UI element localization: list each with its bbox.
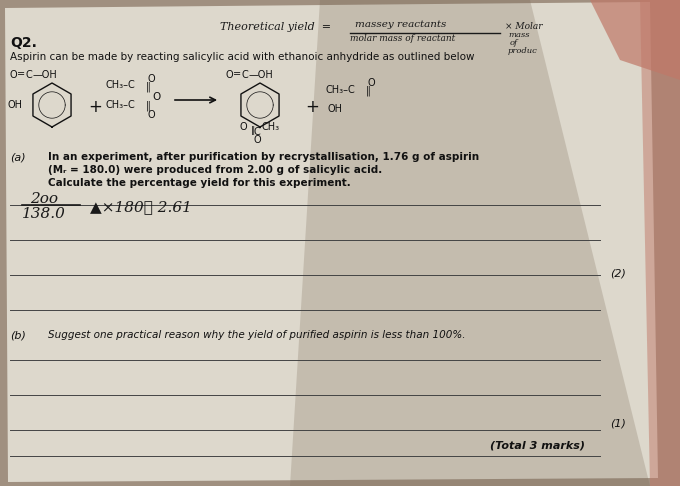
Text: +: + xyxy=(88,98,102,116)
Text: O: O xyxy=(148,74,156,84)
Text: In an experiment, after purification by recrystallisation, 1.76 g of aspirin: In an experiment, after purification by … xyxy=(48,152,479,162)
Text: produc: produc xyxy=(508,47,538,55)
Text: (Mᵣ = 180.0) were produced from 2.00 g of salicylic acid.: (Mᵣ = 180.0) were produced from 2.00 g o… xyxy=(48,165,382,175)
Text: ‖: ‖ xyxy=(146,100,151,110)
Text: =: = xyxy=(17,69,25,79)
Text: CH₃–C: CH₃–C xyxy=(105,80,135,90)
Text: +: + xyxy=(305,98,319,116)
Text: —OH: —OH xyxy=(249,70,274,80)
Text: ‖: ‖ xyxy=(366,86,371,97)
Text: 138.0: 138.0 xyxy=(22,207,66,221)
Text: Theoretical yield  =: Theoretical yield = xyxy=(220,22,331,32)
Text: of: of xyxy=(510,39,518,47)
Text: O: O xyxy=(10,70,18,80)
Text: (1): (1) xyxy=(610,418,626,428)
Text: ▲×180∶ 2.61: ▲×180∶ 2.61 xyxy=(90,200,192,214)
Polygon shape xyxy=(640,0,680,486)
Text: mass: mass xyxy=(508,31,530,39)
Polygon shape xyxy=(290,0,650,486)
Text: Aspirin can be made by reacting salicylic acid with ethanoic anhydride as outlin: Aspirin can be made by reacting salicyli… xyxy=(10,52,475,62)
Text: CH₃–C: CH₃–C xyxy=(105,100,135,110)
Text: O: O xyxy=(225,70,233,80)
Text: O: O xyxy=(240,122,248,132)
Text: molar mass of reactant: molar mass of reactant xyxy=(350,34,455,43)
Text: ‖: ‖ xyxy=(251,126,255,135)
Text: O: O xyxy=(253,135,260,145)
Text: O: O xyxy=(148,110,156,120)
Text: Calculate the percentage yield for this experiment.: Calculate the percentage yield for this … xyxy=(48,178,351,188)
Text: ‖: ‖ xyxy=(146,82,151,92)
Text: C: C xyxy=(242,70,249,80)
Text: CH₃: CH₃ xyxy=(261,122,279,132)
Text: 2​​​​​​​oo: 2​​​​​​​oo xyxy=(30,192,58,206)
Text: O: O xyxy=(152,92,160,102)
Text: Suggest one practical reason why the yield of purified aspirin is less than 100%: Suggest one practical reason why the yie… xyxy=(48,330,466,340)
Text: O: O xyxy=(368,78,375,88)
Text: C: C xyxy=(253,127,260,137)
Text: (a): (a) xyxy=(10,152,26,162)
Text: OH: OH xyxy=(8,100,23,110)
Text: C: C xyxy=(26,70,33,80)
Polygon shape xyxy=(5,2,658,482)
Text: —OH: —OH xyxy=(33,70,58,80)
Text: OH: OH xyxy=(328,104,343,114)
Text: =: = xyxy=(233,69,241,79)
Text: (2): (2) xyxy=(610,268,626,278)
Text: Q2.: Q2. xyxy=(10,36,37,50)
Text: (Total 3 marks): (Total 3 marks) xyxy=(490,440,585,450)
Text: massey reactants: massey reactants xyxy=(355,20,446,29)
Polygon shape xyxy=(590,0,680,80)
Text: (b): (b) xyxy=(10,330,26,340)
Text: × Molar: × Molar xyxy=(505,22,543,31)
Text: CH₃–C: CH₃–C xyxy=(325,85,355,95)
